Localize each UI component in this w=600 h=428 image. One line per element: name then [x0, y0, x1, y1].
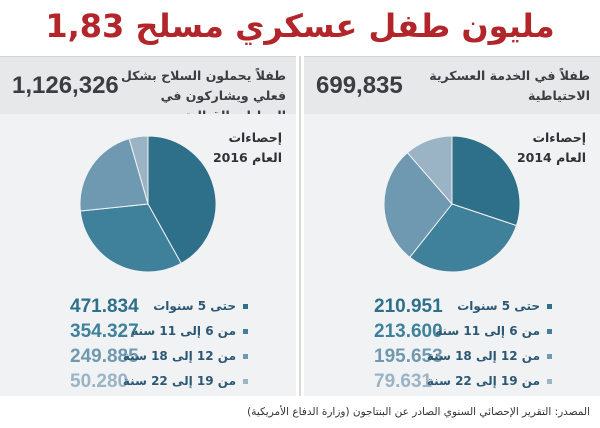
stat-row: 354.327 من 6 إلى 11 سنة	[0, 319, 296, 344]
pie-chart-2016	[79, 135, 217, 273]
stat-label: من 12 إلى 18 سنة	[122, 349, 236, 363]
stat-label: من 12 إلى 18 سنة	[426, 349, 540, 363]
stat-value: 249.885	[70, 346, 139, 367]
bullet-icon	[243, 329, 248, 334]
stat-row: 249.885 من 12 إلى 18 سنة	[0, 344, 296, 369]
stat-value: 50.280	[70, 371, 129, 392]
stats-2014: 210.951 حتى 5 سنوات 213.600 من 6 إلى 11 …	[304, 294, 600, 394]
stat-row: 79.631 من 19 إلى 22 سنة	[304, 369, 600, 394]
pie-2014-title: إحصاءات العام 2014	[516, 130, 586, 165]
pie-slice	[147, 135, 217, 265]
stat-row: 471.834 حتى 5 سنوات	[0, 294, 296, 319]
stat-label: من 6 إلى 11 سنة	[435, 324, 540, 338]
bullet-icon	[243, 379, 248, 384]
pie-slice	[383, 151, 453, 259]
reserve-service-count: 699,835	[316, 72, 403, 99]
stat-value: 354.327	[70, 321, 139, 342]
stat-value: 195.653	[374, 346, 443, 367]
panel-2014: إحصاءات العام 2014 210.951 حتى 5 سنوات 2…	[304, 114, 600, 396]
bullet-icon	[243, 304, 248, 309]
banner-reserve-service: 699,835 طفلاً في الخدمة العسكرية الاحتيا…	[304, 56, 600, 116]
stats-2016: 471.834 حتى 5 سنوات 354.327 من 6 إلى 11 …	[0, 294, 296, 394]
banner-active-combat: 1,126,326 طفلاً يحملون السلاح بشكل فعلي …	[0, 56, 296, 123]
stat-label: من 6 إلى 11 سنة	[131, 324, 236, 338]
bullet-icon	[547, 379, 552, 384]
stat-value: 471.834	[70, 296, 139, 317]
stat-label: حتى 5 سنوات	[153, 299, 236, 313]
stat-label: حتى 5 سنوات	[457, 299, 540, 313]
stat-label: من 19 إلى 22 سنة	[122, 374, 236, 388]
active-combat-count: 1,126,326	[12, 72, 119, 99]
pie-slice	[451, 135, 521, 227]
bullet-icon	[547, 304, 552, 309]
panel-2016: إحصاءات العام 2016 471.834 حتى 5 سنوات 3…	[0, 114, 296, 396]
stat-value: 79.631	[374, 371, 433, 392]
bullet-icon	[547, 354, 552, 359]
bullet-icon	[547, 329, 552, 334]
stat-row: 50.280 من 19 إلى 22 سنة	[0, 369, 296, 394]
pie-slice	[79, 203, 182, 273]
pie-chart-2014	[383, 135, 521, 273]
source-note: المصدر: التقرير الإحصائي السنوي الصادر ع…	[247, 406, 590, 418]
pie-slice	[409, 203, 518, 273]
stat-value: 210.951	[374, 296, 443, 317]
stat-row: 195.653 من 12 إلى 18 سنة	[304, 344, 600, 369]
stat-row: 210.951 حتى 5 سنوات	[304, 294, 600, 319]
pie-slice	[128, 135, 149, 205]
pie-slice	[406, 135, 453, 206]
column-divider	[299, 56, 301, 396]
bullet-icon	[243, 354, 248, 359]
stat-label: من 19 إلى 22 سنة	[426, 374, 540, 388]
pie-2016-title: إحصاءات العام 2016	[212, 130, 282, 165]
reserve-service-description: طفلاً في الخدمة العسكرية الاحتياطية	[429, 68, 590, 103]
stat-value: 213.600	[374, 321, 443, 342]
pie-slice	[79, 138, 149, 212]
page-title: 1,83 مليون طفل عسكري مسلح	[45, 7, 555, 45]
stat-row: 213.600 من 6 إلى 11 سنة	[304, 319, 600, 344]
